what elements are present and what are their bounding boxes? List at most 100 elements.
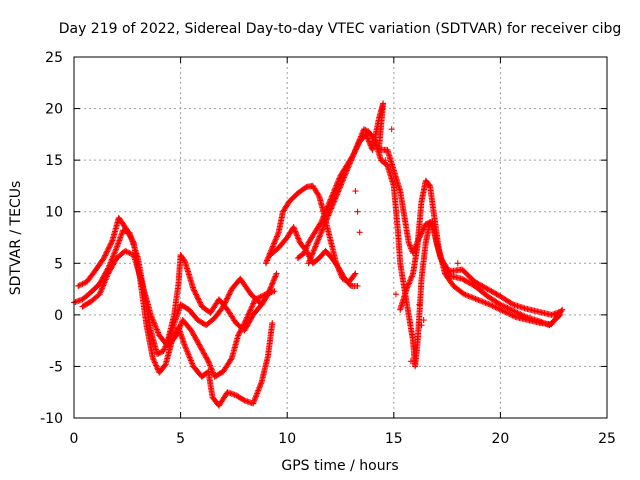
data-point: [269, 243, 276, 250]
data-point: [311, 246, 318, 253]
data-point: [473, 296, 480, 303]
data-point: [208, 365, 215, 372]
data-point: [110, 260, 117, 267]
data-point: [271, 288, 278, 295]
data-point: [330, 199, 337, 206]
data-point: [454, 260, 461, 267]
data-point: [253, 295, 260, 302]
data-point: [191, 333, 198, 340]
data-point: [499, 307, 506, 314]
data-point: [514, 309, 521, 316]
data-point: [264, 257, 271, 264]
data-point: [151, 359, 158, 366]
data-point: [466, 280, 473, 287]
data-point: [292, 228, 299, 235]
data-point: [250, 300, 257, 307]
data-point: [346, 161, 353, 168]
data-point: [273, 234, 280, 241]
data-point: [102, 252, 109, 259]
data-point: [226, 290, 233, 297]
series-track-b: [75, 214, 276, 409]
data-point: [482, 299, 489, 306]
data-point: [420, 317, 427, 324]
data-point: [205, 359, 212, 366]
data-point: [493, 304, 500, 311]
data-point: [154, 365, 161, 372]
data-point: [487, 287, 494, 294]
data-point: [295, 235, 302, 242]
data-point: [201, 351, 208, 358]
data-point: [500, 302, 507, 309]
data-point: [365, 138, 372, 145]
data-point: [290, 224, 297, 231]
data-point: [194, 294, 201, 301]
data-point: [193, 337, 200, 344]
data-point: [326, 209, 333, 216]
data-point: [461, 277, 468, 284]
data-point: [478, 282, 485, 289]
data-point: [245, 320, 252, 327]
data-point: [240, 396, 247, 403]
data-point: [310, 249, 317, 256]
data-point: [255, 387, 262, 394]
data-point: [504, 304, 511, 311]
data-point: [192, 290, 199, 297]
data-point: [503, 304, 510, 311]
data-point: [360, 126, 367, 133]
y-tick-label: 10: [45, 205, 63, 221]
series-track-h: [305, 126, 564, 370]
data-point: [268, 281, 275, 288]
data-point: [156, 349, 163, 356]
data-point: [513, 309, 520, 316]
data-point: [112, 257, 119, 264]
data-point: [101, 253, 108, 260]
data-point: [480, 283, 487, 290]
data-point: [332, 195, 339, 202]
grid-lines: [74, 57, 607, 418]
data-point: [329, 202, 336, 209]
data-point: [305, 260, 312, 267]
y-tick-label: 15: [45, 153, 63, 169]
data-point: [459, 275, 466, 282]
data-point: [269, 320, 276, 327]
data-point: [510, 313, 517, 320]
data-point: [251, 396, 258, 403]
data-point: [349, 154, 356, 161]
data-point: [151, 358, 158, 365]
data-point: [273, 270, 280, 277]
data-point: [208, 366, 215, 373]
data-point: [256, 383, 263, 390]
data-point: [475, 296, 482, 303]
data-point: [109, 262, 116, 269]
data-point: [127, 234, 134, 241]
data-point: [309, 250, 316, 257]
data-point: [201, 350, 208, 357]
data-point: [331, 196, 338, 203]
data-point: [488, 302, 495, 309]
data-point: [177, 322, 184, 329]
data-point: [128, 235, 135, 242]
data-point: [339, 177, 346, 184]
data-point: [507, 306, 514, 313]
data-point: [196, 341, 203, 348]
data-point: [196, 299, 203, 306]
data-point: [356, 229, 363, 236]
data-point: [485, 286, 492, 293]
data-point: [252, 393, 259, 400]
data-point: [350, 150, 357, 157]
data-point: [188, 328, 195, 335]
data-point: [485, 300, 492, 307]
data-point: [194, 338, 201, 345]
data-point: [104, 248, 111, 255]
data-point: [200, 349, 207, 356]
data-point: [251, 397, 258, 404]
data-point: [489, 302, 496, 309]
x-axis-label: GPS time / hours: [281, 458, 398, 474]
data-point: [125, 249, 132, 256]
data-point: [125, 229, 132, 236]
data-point: [315, 234, 322, 241]
data-point: [315, 236, 322, 243]
data-point: [558, 307, 565, 314]
data-point: [272, 237, 279, 244]
